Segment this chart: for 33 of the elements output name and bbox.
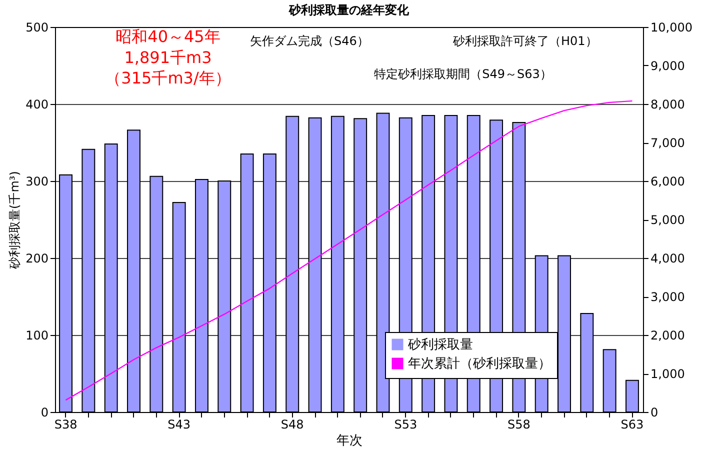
y2-tick-label: 8,000 <box>650 98 685 112</box>
y-tick-label: 400 <box>26 98 48 112</box>
y2-tick-label: 4,000 <box>650 252 685 266</box>
y2-tick-label: 3,000 <box>650 290 685 304</box>
y-tick-label: 200 <box>26 252 48 266</box>
y2-tick-label: 10,000 <box>650 20 692 34</box>
x-tick-label: S38 <box>54 418 78 432</box>
x-tick-label: S58 <box>507 418 530 432</box>
y-tick-label: 300 <box>26 174 48 188</box>
chart-title: 砂利採取量の経年変化 <box>288 3 410 17</box>
annotation: 砂利採取許可終了（H01） <box>452 34 598 48</box>
x-tick-label: S48 <box>280 418 304 432</box>
y2-tick-label: 2,000 <box>650 328 685 342</box>
y2-tick-label: 9,000 <box>650 59 685 73</box>
annotation: 特定砂利採取期間（S49～S63） <box>374 67 552 81</box>
x-axis-title: 年次 <box>336 434 362 448</box>
legend-label: 砂利採取量 <box>407 338 473 352</box>
y-tick-label: 100 <box>26 328 48 342</box>
x-tick-label: S53 <box>394 418 418 432</box>
legend-label: 年次累計（砂利採取量） <box>408 356 551 372</box>
x-tick-label: S63 <box>620 418 644 432</box>
y2-tick-label: 0 <box>650 406 658 420</box>
y-tick-label: 500 <box>26 20 48 34</box>
y2-tick-label: 7,000 <box>650 136 685 150</box>
y-tick-label: 0 <box>40 406 48 420</box>
y2-tick-label: 1,000 <box>650 367 685 381</box>
y2-tick-label: 6,000 <box>650 174 685 188</box>
y2-tick-label: 5,000 <box>650 213 685 227</box>
annotation: 昭和40～45年 1,891千m3 （315千m3/年） <box>105 27 231 88</box>
line-series <box>65 100 633 401</box>
y-axis-title: 砂利採取量(千m³) <box>8 171 22 270</box>
x-tick-label: S43 <box>168 418 191 432</box>
annotation: 矢作ダム完成（S46） <box>250 34 369 48</box>
